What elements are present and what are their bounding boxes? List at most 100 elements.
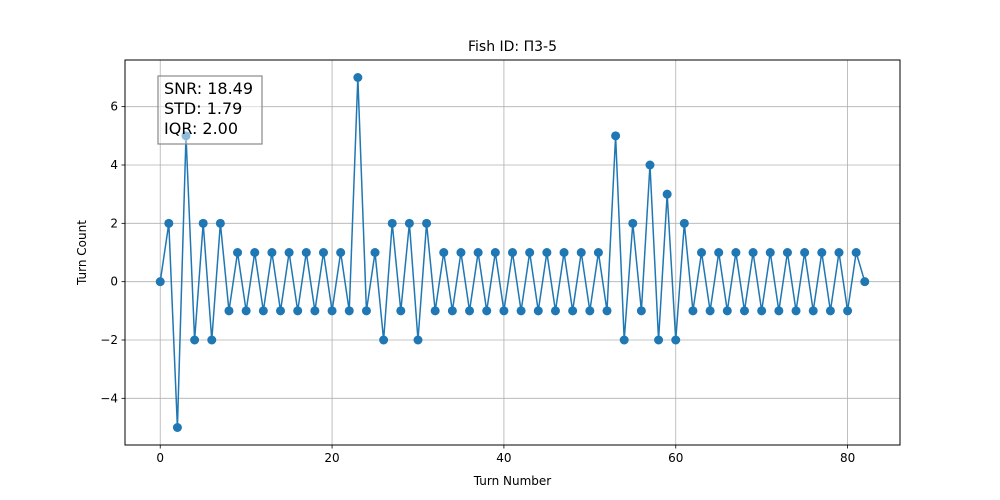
data-point [800,248,810,257]
data-point [447,306,457,316]
data-point [542,248,552,257]
data-point [422,218,432,228]
data-point [310,306,320,316]
data-point [404,218,414,228]
x-tick-label: 80 [840,451,855,465]
data-point [301,248,311,257]
chart-title: Fish ID: П3-5 [468,39,557,55]
y-tick-label: −2 [100,333,118,347]
data-point [336,248,346,257]
y-tick-label: 0 [110,275,118,289]
data-point [413,335,423,345]
data-point [808,306,818,316]
data-point [387,218,397,228]
data-point [318,248,328,257]
data-point [722,306,732,316]
data-point [559,248,569,257]
x-tick-label: 60 [668,451,683,465]
y-axis-label: Turn Count [75,220,89,286]
data-point [172,423,182,432]
data-point [636,306,646,316]
data-point [774,306,784,316]
stats-box-frame [157,75,263,145]
series-points [155,73,870,432]
data-point [679,218,689,228]
data-point [370,248,380,257]
data-point [611,131,621,141]
data-point [851,248,861,257]
data-point [233,248,243,257]
data-point [765,248,775,257]
data-point [593,248,603,257]
data-point [748,248,758,257]
data-point [791,306,801,316]
data-point [490,248,500,257]
data-point [439,248,449,257]
data-point [267,248,277,257]
data-point [654,335,664,345]
data-point [757,306,767,316]
data-point [293,306,303,316]
data-point [430,306,440,316]
data-point [568,306,578,316]
data-point [241,306,251,316]
data-point [465,306,475,316]
stats-std: STD: 1.79 [164,99,242,118]
data-point [714,248,724,257]
data-point [327,306,337,316]
data-point [602,306,612,316]
y-tick-label: 6 [110,100,118,114]
data-point [671,335,681,345]
data-point [508,248,517,257]
data-point [155,277,165,287]
data-point [379,335,389,345]
plot-frame [124,59,901,446]
data-point [533,306,543,316]
data-point [825,306,835,316]
data-point [782,248,792,257]
data-point [739,306,749,316]
data-point [731,248,741,257]
stats-box: SNR: 18.49 STD: 1.79 IQR: 2.00 [157,75,263,145]
data-point [284,248,294,257]
data-point [250,248,260,257]
data-point [688,306,698,316]
data-point [585,306,595,316]
x-tick-label: 20 [324,451,339,465]
data-point [353,73,363,82]
data-point [190,335,200,345]
data-point [705,306,715,316]
data-point [473,248,483,257]
data-point [550,306,560,316]
data-point [207,335,217,345]
data-point [619,335,629,345]
data-point [396,306,406,316]
data-point [456,248,466,257]
data-point [499,306,509,316]
y-axis: −4 −2 0 2 4 6 [100,100,125,405]
x-tick-label: 40 [496,451,511,465]
data-point [834,248,844,257]
data-point [361,306,371,316]
data-point [576,248,586,257]
data-point [516,306,526,316]
data-point [525,248,535,257]
stats-snr: SNR: 18.49 [164,79,253,98]
y-tick-label: 2 [110,216,118,230]
x-tick-label: 0 [156,451,164,465]
data-point [843,306,853,316]
data-point [628,218,638,228]
y-tick-label: 4 [110,158,118,172]
data-point [215,218,225,228]
data-point [258,306,268,316]
data-point [482,306,492,316]
data-point [164,218,174,228]
data-point [276,306,286,316]
x-axis: 0 20 40 60 80 [156,445,855,465]
data-point [697,248,707,257]
stats-iqr: IQR: 2.00 [164,119,238,138]
data-point [860,277,870,287]
data-point [645,160,655,170]
